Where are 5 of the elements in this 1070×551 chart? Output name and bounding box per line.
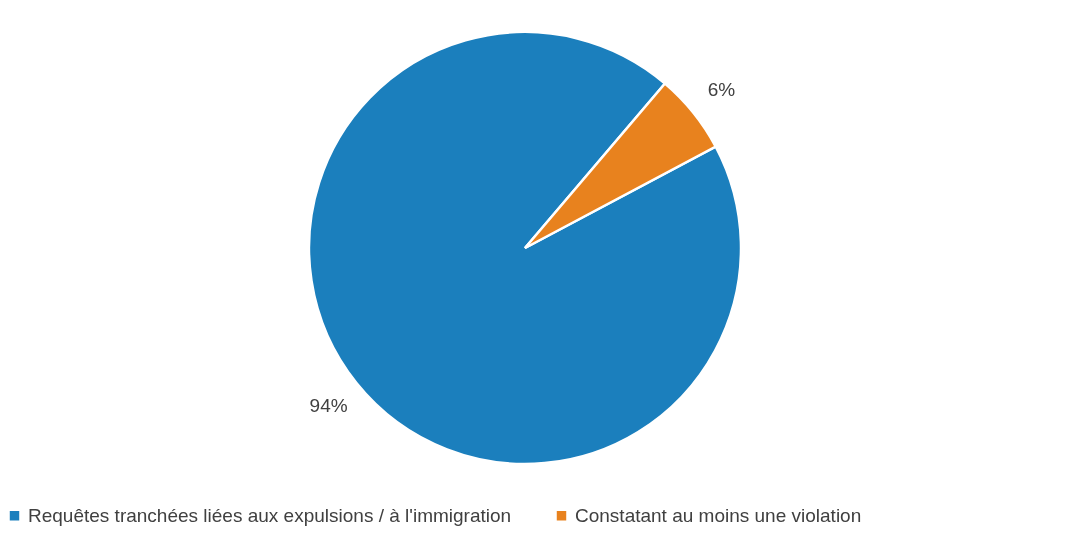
- data-label: 94%: [309, 394, 348, 416]
- legend-label: Constatant au moins une violation: [575, 504, 862, 526]
- legend-label: Requêtes tranchées liées aux expulsions / à l'immigration: [28, 504, 512, 526]
- pie-slice: [307, 31, 743, 466]
- data-label: 6%: [707, 79, 736, 101]
